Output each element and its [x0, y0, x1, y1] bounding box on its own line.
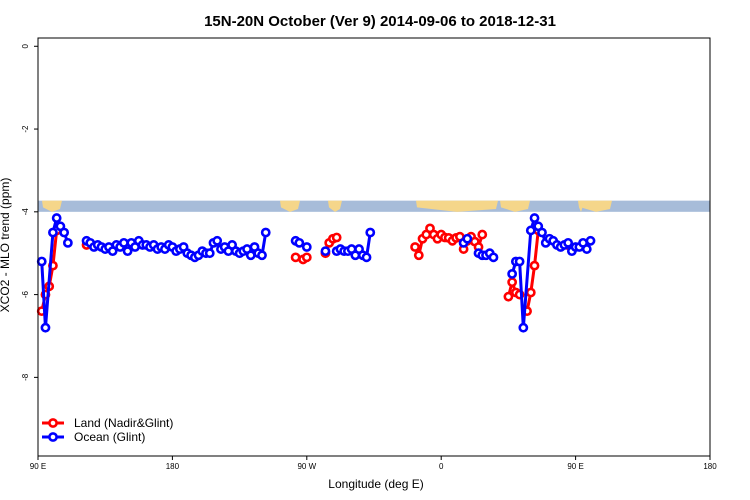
x-tick-label: 0 [439, 462, 444, 471]
data-point [537, 227, 547, 238]
data-point [518, 322, 529, 333]
land-shape [42, 200, 62, 212]
x-tick-label: 90 W [297, 462, 316, 471]
data-point [503, 291, 514, 302]
data-point [62, 237, 73, 248]
legend-marker [48, 418, 58, 428]
data-point [462, 233, 473, 244]
land-shape [500, 200, 530, 212]
data-point [477, 229, 488, 240]
legend-marker [48, 432, 58, 442]
data-point [563, 237, 574, 248]
series-land [36, 223, 573, 317]
legend-label: Land (Nadir&Glint) [74, 416, 173, 430]
data-point [320, 246, 331, 257]
y-tick-label: -6 [21, 290, 30, 298]
ocean-band [38, 200, 710, 212]
land-ocean-map-band [38, 200, 710, 212]
data-point [488, 252, 499, 263]
chart-title: 15N-20N October (Ver 9) 2014-09-06 to 20… [204, 13, 556, 30]
data-point [301, 252, 312, 263]
data-point [410, 242, 420, 252]
plot-frame [37, 37, 711, 457]
x-axis-label: Longitude (deg E) [328, 477, 423, 491]
data-point [294, 237, 305, 248]
data-point [36, 256, 47, 267]
data-point [361, 252, 372, 263]
data-point [525, 225, 536, 236]
y-tick-label: -4 [21, 208, 30, 216]
data-point [59, 227, 70, 238]
data-point [581, 244, 592, 254]
data-point [585, 235, 596, 246]
series-ocean [36, 213, 596, 333]
data-point [212, 235, 223, 246]
legend: Land (Nadir&Glint)Ocean (Glint) [42, 416, 173, 444]
data-point [529, 213, 540, 223]
legend-label: Ocean (Glint) [74, 430, 145, 444]
land-shape [580, 200, 612, 212]
series-layer [36, 213, 596, 333]
data-point [257, 250, 267, 261]
y-axis-label: XCO2 - MLO trend (ppm) [0, 178, 12, 313]
data-point [507, 277, 518, 288]
data-point [204, 248, 215, 259]
data-point [525, 287, 536, 298]
land-shape [280, 200, 300, 212]
x-tick-label: 180 [703, 462, 717, 471]
data-point [245, 250, 256, 261]
data-point [260, 227, 271, 238]
data-point [122, 246, 133, 257]
data-point [118, 237, 129, 248]
data-point [331, 232, 342, 243]
x-tick-label: 180 [166, 462, 180, 471]
x-tick-label: 90 E [567, 462, 583, 471]
x-axis: 90 E 180 90 W 0 90 E 180 [30, 456, 717, 471]
y-axis: 0 -2 -4 -6 -8 [21, 44, 38, 381]
data-point [514, 256, 525, 267]
y-tick-label: -2 [21, 125, 30, 133]
data-point [290, 252, 301, 263]
data-point [365, 227, 376, 238]
data-point [413, 250, 424, 261]
data-point [529, 260, 540, 271]
data-point [48, 227, 58, 238]
data-point [301, 242, 312, 252]
land-shape [328, 200, 342, 212]
data-point [507, 269, 518, 279]
y-tick-label: 0 [21, 44, 30, 49]
land-shape [416, 200, 498, 212]
data-point [40, 322, 51, 333]
y-tick-label: -8 [21, 373, 30, 381]
data-point [51, 213, 62, 223]
series-line [525, 230, 540, 312]
x-tick-label: 90 E [30, 462, 46, 471]
